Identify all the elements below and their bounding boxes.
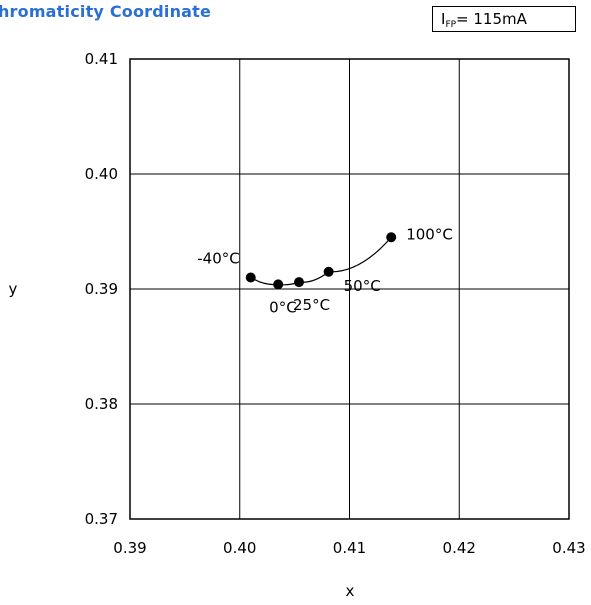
x-tick-labels: 0.39 0.40 0.41 0.42 0.43: [113, 539, 585, 557]
data-point-label: -40°C: [197, 250, 239, 268]
y-tick-label: 0.40: [85, 165, 118, 183]
data-point: [323, 266, 334, 277]
data-point: [273, 279, 284, 290]
x-tick-label: 0.40: [223, 539, 256, 557]
data-point-label: 0°C: [269, 298, 297, 316]
data-point: [294, 277, 305, 288]
data-point-label: 50°C: [344, 277, 381, 295]
series-group: -40°C 0°C25°C 50°C 100°C: [197, 225, 453, 316]
data-point-label: 25°C: [293, 296, 330, 314]
condition-value: = 115mA: [456, 10, 527, 28]
y-tick-labels: 0.37 0.38 0.39 0.40 0.41: [85, 50, 118, 528]
grid-lines: [130, 59, 569, 519]
plot-frame: [129, 58, 570, 520]
x-axis-label: x: [346, 582, 355, 600]
chart-title: Chromaticity Coordinate: [0, 2, 212, 21]
data-point: [245, 272, 256, 283]
data-point-label: 100°C: [406, 225, 453, 243]
condition-label: IFP= 115mA: [432, 6, 576, 32]
y-axis-label: y: [9, 280, 18, 298]
condition-subscript: FP: [445, 20, 457, 30]
y-tick-label: 0.38: [85, 395, 118, 413]
x-tick-label: 0.42: [443, 539, 476, 557]
y-tick-label: 0.41: [85, 50, 118, 68]
condition-prefix: I: [441, 10, 446, 28]
y-tick-label: 0.37: [85, 510, 118, 528]
data-point: [386, 232, 397, 243]
y-tick-label: 0.39: [85, 280, 118, 298]
x-tick-label: 0.41: [333, 539, 366, 557]
x-tick-label: 0.39: [113, 539, 146, 557]
x-tick-label: 0.43: [552, 539, 585, 557]
